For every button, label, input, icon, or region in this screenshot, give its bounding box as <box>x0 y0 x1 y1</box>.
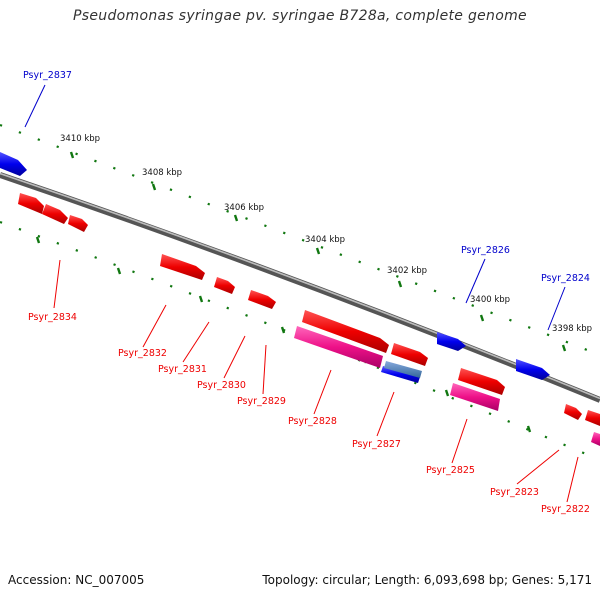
accession-label: Accession: NC_007005 <box>8 573 145 587</box>
gene-psyr-2837[interactable] <box>0 152 27 176</box>
gene-blue-minor[interactable] <box>381 366 420 383</box>
gene-label-psyr-2825: Psyr_2825 <box>426 465 475 476</box>
forward-leader-lines <box>24 84 566 331</box>
gene-red[interactable] <box>68 215 88 232</box>
gene-label-psyr-2831: Psyr_2831 <box>158 364 207 375</box>
gene-label-psyr-2832: Psyr_2832 <box>118 348 167 359</box>
gene-label-psyr-2837: Psyr_2837 <box>23 70 72 81</box>
gene-red[interactable] <box>18 193 44 214</box>
ruler-label: 3406 kbp <box>224 203 264 213</box>
gene-psyr-2826[interactable] <box>437 332 466 351</box>
gene-label-psyr-2822: Psyr_2822 <box>541 504 590 515</box>
genome-title: Pseudomonas syringae pv. syringae B728a,… <box>73 8 527 24</box>
gene-rna[interactable] <box>591 432 600 446</box>
ruler-label: 3404 kbp <box>305 235 345 245</box>
gene-red[interactable] <box>585 410 600 426</box>
gene-rna[interactable] <box>294 326 383 368</box>
gene-red[interactable] <box>302 310 389 353</box>
gene-label-psyr-2826: Psyr_2826 <box>461 245 510 256</box>
reverse-leader-lines <box>53 259 579 503</box>
outer-tick-track <box>0 123 600 357</box>
gene-red[interactable] <box>564 404 582 420</box>
gene-red[interactable] <box>42 204 68 224</box>
gene-label-psyr-2824: Psyr_2824 <box>541 273 590 284</box>
gene-label-psyr-2830: Psyr_2830 <box>197 380 246 391</box>
ruler-label: 3402 kbp <box>387 266 427 276</box>
gene-label-psyr-2828: Psyr_2828 <box>288 416 337 427</box>
gene-label-psyr-2829: Psyr_2829 <box>237 396 286 407</box>
ruler-label: 3400 kbp <box>470 295 510 305</box>
major-ticks <box>69 151 567 352</box>
gene-rna[interactable] <box>450 383 500 411</box>
gene-steel[interactable] <box>384 361 422 378</box>
gene-red[interactable] <box>248 290 276 309</box>
genome-backbone <box>0 172 600 403</box>
ruler-label: 3410 kbp <box>60 134 100 144</box>
ruler-label: 3408 kbp <box>142 168 182 178</box>
reverse-genes <box>18 193 600 446</box>
gene-red[interactable] <box>160 254 205 280</box>
forward-genes <box>0 152 550 383</box>
gene-red[interactable] <box>458 368 505 395</box>
genome-stats-label: Topology: circular; Length: 6,093,698 bp… <box>262 573 592 587</box>
gene-psyr-2824[interactable] <box>516 359 550 380</box>
ruler-label: 3398 kbp <box>552 324 592 334</box>
gene-red[interactable] <box>214 277 235 294</box>
gene-label-psyr-2827: Psyr_2827 <box>352 439 401 450</box>
gene-label-psyr-2834: Psyr_2834 <box>28 312 77 323</box>
gene-red[interactable] <box>391 343 428 366</box>
gene-label-psyr-2823: Psyr_2823 <box>490 487 539 498</box>
